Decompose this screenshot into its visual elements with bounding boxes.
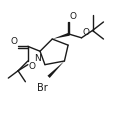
Polygon shape xyxy=(47,61,64,78)
Text: N: N xyxy=(34,54,41,63)
Text: O: O xyxy=(28,62,35,71)
Text: O: O xyxy=(10,37,17,46)
Text: Br: Br xyxy=(37,83,48,93)
Text: O: O xyxy=(82,28,89,37)
Text: O: O xyxy=(70,12,77,21)
Polygon shape xyxy=(52,33,70,39)
